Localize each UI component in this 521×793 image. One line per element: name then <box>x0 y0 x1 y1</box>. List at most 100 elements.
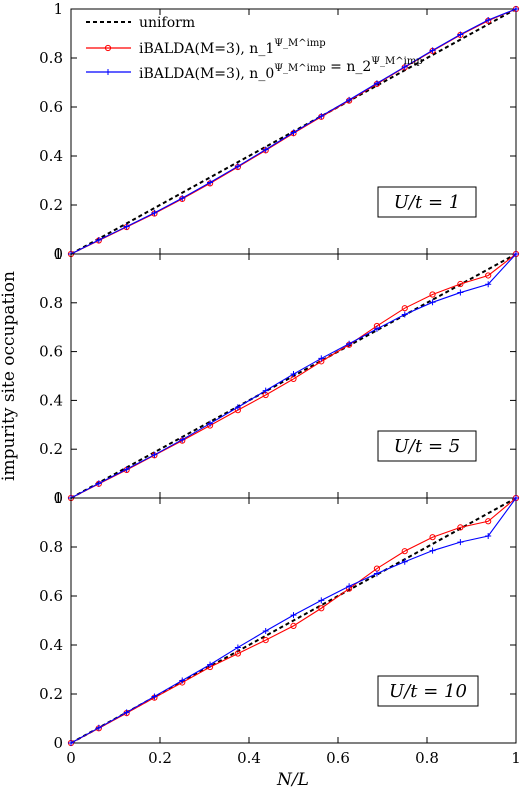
data-point-blue <box>485 281 492 288</box>
data-point-blue <box>68 740 74 746</box>
annotation-label: U/t = 5 <box>394 436 460 457</box>
data-point-blue <box>429 47 436 54</box>
y-tick-label: 0.8 <box>39 294 63 312</box>
data-point-blue <box>95 480 102 487</box>
x-tick-label: 1 <box>511 749 521 767</box>
series-line-red <box>70 497 517 744</box>
data-point-blue <box>318 113 325 120</box>
data-point-red <box>262 637 269 644</box>
data-point-red <box>485 272 492 279</box>
y-tick-label: 0 <box>53 245 63 263</box>
data-point-blue <box>429 299 436 306</box>
annotation-box <box>377 186 477 218</box>
y-tick-label: 0.8 <box>39 538 63 556</box>
y-tick-label: 1 <box>53 245 63 263</box>
data-point-blue <box>207 420 214 427</box>
data-point-blue <box>457 31 464 38</box>
data-point-blue <box>401 63 408 70</box>
y-tick-label: 1 <box>53 489 63 507</box>
x-tick-label: 0.6 <box>326 749 350 767</box>
x-tick-label: 0.2 <box>148 749 172 767</box>
data-point-blue <box>234 163 241 170</box>
data-point-blue <box>290 129 297 136</box>
x-tick-label: 0.8 <box>415 749 439 767</box>
data-point-blue <box>290 371 297 378</box>
data-point-blue <box>513 6 519 12</box>
data-point-blue <box>179 195 186 202</box>
annotation-box <box>377 675 479 707</box>
data-point-blue <box>457 539 464 546</box>
y-tick-label: 0.6 <box>39 98 63 116</box>
x-axis-label: N/L <box>276 770 309 790</box>
data-point-blue <box>234 404 241 411</box>
data-point-blue <box>373 325 380 332</box>
y-tick-label: 0.4 <box>39 636 63 654</box>
data-point-blue <box>262 628 269 635</box>
data-point-blue <box>401 311 408 318</box>
annotation-label: U/t = 1 <box>394 192 460 213</box>
data-point-blue <box>429 547 436 554</box>
data-point-blue <box>318 597 325 604</box>
y-tick-label: 0.8 <box>39 49 63 67</box>
data-point-red <box>401 548 408 555</box>
panel-3: 00.20.40.60.810 0.2 0.4 0.6 0.8 1U/t = 10 <box>39 489 521 767</box>
legend-red-marker <box>104 44 112 52</box>
data-point-blue <box>123 223 130 230</box>
data-point-blue <box>346 340 353 347</box>
y-tick-label: 1 <box>53 0 63 18</box>
legend-uniform-label: uniform <box>139 15 195 31</box>
data-point-blue <box>179 677 186 684</box>
data-point-red <box>401 305 408 312</box>
data-point-blue <box>123 466 130 473</box>
data-point-blue <box>401 558 408 565</box>
data-point-blue <box>123 709 130 716</box>
data-point-blue <box>151 209 158 216</box>
data-point-blue <box>457 289 464 296</box>
data-point-blue <box>95 724 102 731</box>
data-point-red <box>429 534 436 541</box>
data-point-blue <box>346 583 353 590</box>
y-tick-label: 0 <box>53 489 63 507</box>
data-point-blue <box>179 436 186 443</box>
data-point-blue <box>485 17 492 24</box>
y-tick-label: 0.6 <box>39 587 63 605</box>
data-point-red <box>485 518 492 525</box>
annotation-box <box>377 430 477 462</box>
data-point-red <box>234 650 241 657</box>
panel-1: 0 0.2 0.4 0.6 0.8 1 U/t = 1 <box>39 0 520 263</box>
legend-blue-label: iBALDA(M=3), n_0Ψ_M^imp = n_2Ψ_M^imp <box>139 56 423 82</box>
x-tick-label: 0 <box>66 749 76 767</box>
data-point-blue <box>151 693 158 700</box>
data-point-blue <box>346 96 353 103</box>
data-point-blue <box>513 495 519 501</box>
data-point-blue <box>262 387 269 394</box>
data-point-blue <box>373 80 380 87</box>
data-point-blue <box>290 612 297 619</box>
data-point-blue <box>318 355 325 362</box>
legend: uniform iBALDA(M=3), n_1Ψ_M^imp iBALDA(M… <box>86 15 423 82</box>
legend-blue-marker <box>105 69 111 75</box>
panel-frame <box>70 497 517 744</box>
y-tick-label: 0.2 <box>39 440 63 458</box>
data-point-blue <box>262 146 269 153</box>
data-point-blue <box>95 237 102 244</box>
data-point-red <box>457 280 464 288</box>
data-point-blue <box>207 179 214 186</box>
data-point-red <box>457 524 464 531</box>
legend-red-label: iBALDA(M=3), n_1Ψ_M^imp <box>139 38 326 57</box>
data-point-blue <box>234 644 241 651</box>
y-tick-label: 0.2 <box>39 196 63 214</box>
data-point-red <box>429 291 436 298</box>
y-tick-label: 0.2 <box>39 685 63 703</box>
y-axis-label: impurity site occupation <box>0 271 19 481</box>
data-point-red <box>290 622 297 629</box>
y-tick-label: 0.6 <box>39 343 63 361</box>
data-point-blue <box>513 251 519 257</box>
y-tick-label: 0.4 <box>39 147 63 165</box>
y-tick-label: 0.4 <box>39 391 63 409</box>
data-point-red <box>318 605 325 612</box>
data-point-blue <box>207 661 214 668</box>
x-tick-label: 0.4 <box>237 749 261 767</box>
annotation-label: U/t = 10 <box>389 681 467 702</box>
